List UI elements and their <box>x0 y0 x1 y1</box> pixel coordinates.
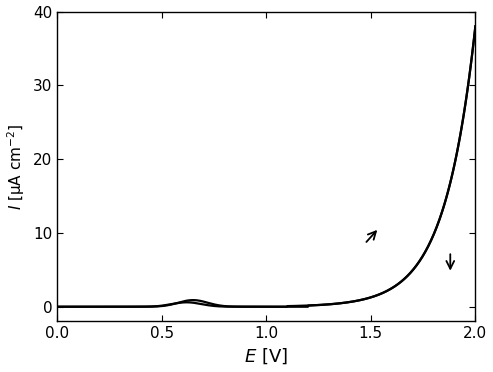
X-axis label: $E$ [V]: $E$ [V] <box>244 347 288 366</box>
Y-axis label: $I$ [μA cm$^{-2}$]: $I$ [μA cm$^{-2}$] <box>5 123 27 210</box>
